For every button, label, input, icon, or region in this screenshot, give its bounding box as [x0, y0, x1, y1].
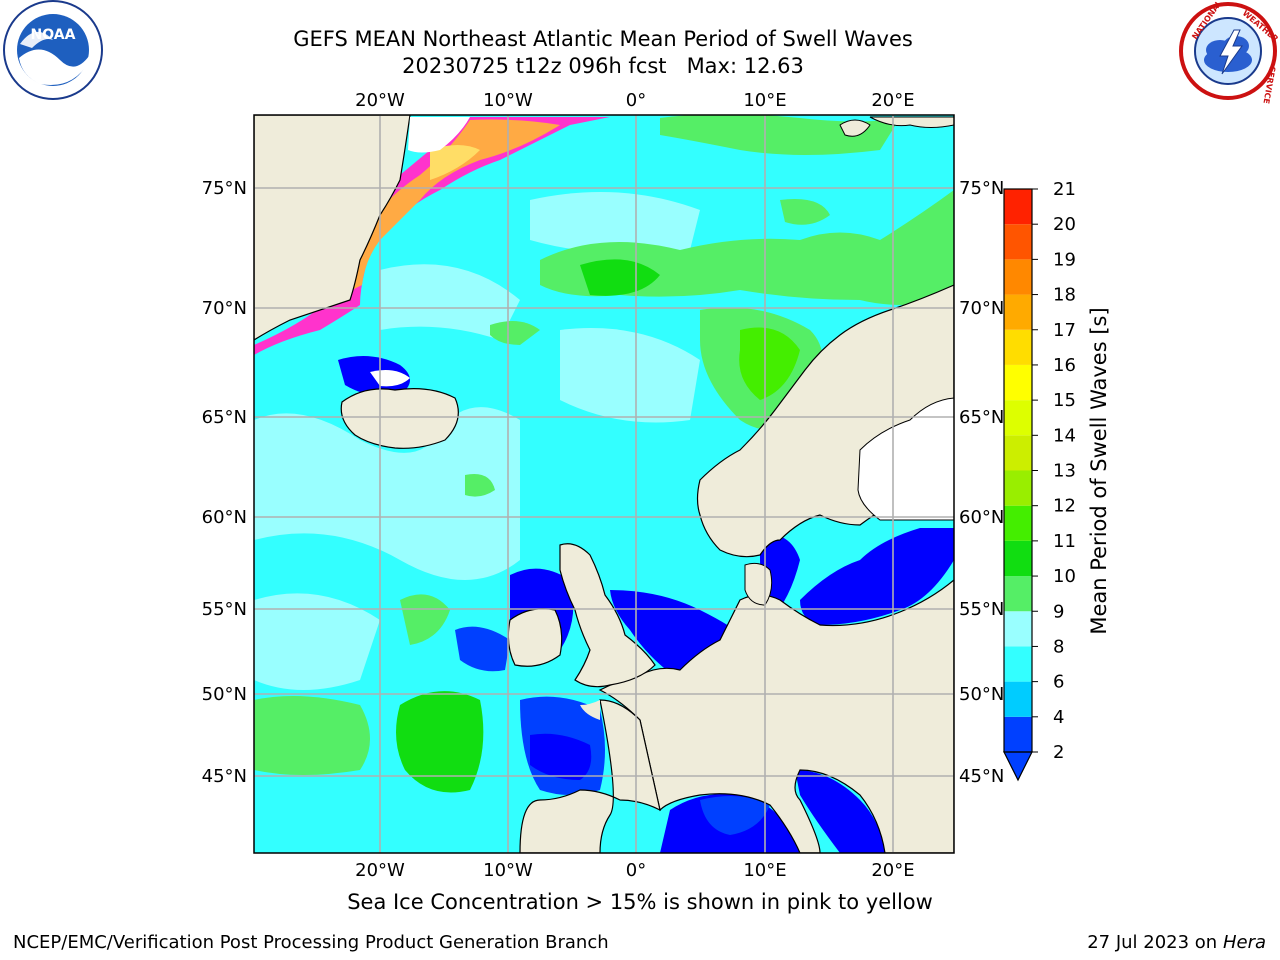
- colorbar-segment: [1004, 470, 1032, 506]
- colorbar-segment: [1004, 259, 1032, 295]
- colorbar-segment: [1004, 716, 1032, 752]
- lat-label: 55°N: [959, 599, 1004, 620]
- lon-label: 20°W: [355, 860, 405, 881]
- colorbar-tick-label: 12: [1053, 496, 1076, 517]
- colorbar-tick-label: 6: [1053, 672, 1064, 693]
- swell-period-field: [254, 115, 954, 853]
- colorbar-tick-label: 10: [1053, 566, 1076, 587]
- colorbar: 2 4 6 8 9 10 11 12 13 14 15 16 17 18 19 20 21: [1003, 179, 1076, 782]
- colorbar-segment: [1004, 189, 1032, 225]
- colorbar-tick-label: 20: [1053, 214, 1076, 235]
- lat-label: 50°N: [202, 684, 247, 705]
- lat-labels-right: 75°N 70°N 65°N 60°N 55°N 50°N 45°N: [959, 178, 1004, 787]
- lat-label: 75°N: [202, 178, 247, 199]
- colorbar-tick-label: 16: [1053, 355, 1076, 376]
- colorbar-segment: [1004, 435, 1032, 471]
- colorbar-tick-label: 8: [1053, 636, 1064, 657]
- lon-label: 0°: [626, 90, 646, 111]
- lat-label: 45°N: [202, 766, 247, 787]
- colorbar-tick-label: 11: [1053, 531, 1076, 552]
- lon-label: 10°E: [743, 90, 786, 111]
- lat-label: 55°N: [202, 599, 247, 620]
- colorbar-tick-label: 14: [1053, 425, 1076, 446]
- lon-label: 20°E: [871, 860, 914, 881]
- svg-text:NOAA: NOAA: [31, 27, 76, 43]
- footer-date-text: 27 Jul 2023 on: [1087, 932, 1223, 953]
- footer-date: 27 Jul 2023 on Hera: [1087, 932, 1266, 953]
- lat-label: 60°N: [202, 507, 247, 528]
- colorbar-segment: [1004, 540, 1032, 577]
- lon-label: 10°W: [483, 90, 533, 111]
- lat-label: 60°N: [959, 507, 1004, 528]
- colorbar-segment: [1004, 364, 1032, 401]
- lon-label: 20°E: [871, 90, 914, 111]
- colorbar-tick-label: 19: [1053, 249, 1076, 270]
- colorbar-segment: [1004, 505, 1032, 541]
- colorbar-label: Mean Period of Swell Waves [s]: [1087, 307, 1111, 634]
- lat-label: 50°N: [959, 684, 1004, 705]
- colorbar-segment: [1004, 400, 1032, 436]
- lon-label: 10°W: [483, 860, 533, 881]
- sea-ice-caption: Sea Ice Concentration > 15% is shown in …: [347, 890, 933, 914]
- lat-label: 65°N: [959, 407, 1004, 428]
- lat-label: 75°N: [959, 178, 1004, 199]
- colorbar-segment: [1004, 681, 1032, 717]
- footer-credit: NCEP/EMC/Verification Post Processing Pr…: [13, 932, 609, 953]
- noaa-logo: NOAA: [3, 0, 103, 100]
- map-subtitle: 20230725 t12z 096h fcst Max: 12.63: [402, 54, 804, 78]
- footer-machine: Hera: [1222, 932, 1266, 953]
- lon-labels-top: 20°W 10°W 0° 10°E 20°E: [355, 90, 914, 111]
- lat-label: 70°N: [202, 298, 247, 319]
- map-title: GEFS MEAN Northeast Atlantic Mean Period…: [293, 27, 913, 51]
- colorbar-segment: [1004, 224, 1032, 260]
- lon-label: 20°W: [355, 90, 405, 111]
- colorbar-tick-label: 15: [1053, 390, 1076, 411]
- colorbar-tick-label: 4: [1053, 707, 1064, 728]
- colorbar-tick-label: 9: [1053, 601, 1064, 622]
- map-frame: [253, 114, 955, 854]
- colorbar-extend-arrow: [1003, 751, 1033, 782]
- nws-logo: NATIONAL WEATHER SERVICE: [1179, 0, 1280, 104]
- colorbar-tick-label: 18: [1053, 285, 1076, 306]
- graticule: [254, 115, 954, 853]
- colorbar-segment: [1004, 294, 1032, 330]
- lat-label: 65°N: [202, 407, 247, 428]
- colorbar-tick-label: 21: [1053, 179, 1076, 200]
- colorbar-segment: [1004, 329, 1032, 365]
- colorbar-segment: [1004, 646, 1032, 682]
- lon-label: 10°E: [743, 860, 786, 881]
- lon-labels-bottom: 20°W 10°W 0° 10°E 20°E: [355, 860, 914, 881]
- lat-label: 45°N: [959, 766, 1004, 787]
- colorbar-tick-label: 13: [1053, 461, 1076, 482]
- colorbar-tick-label: 17: [1053, 320, 1076, 341]
- colorbar-segment: [1004, 611, 1032, 647]
- lat-label: 70°N: [959, 298, 1004, 319]
- lat-labels-left: 75°N 70°N 65°N 60°N 55°N 50°N 45°N: [202, 178, 247, 787]
- colorbar-segment: [1004, 576, 1032, 612]
- colorbar-tick-label: 2: [1053, 742, 1064, 763]
- lon-label: 0°: [626, 860, 646, 881]
